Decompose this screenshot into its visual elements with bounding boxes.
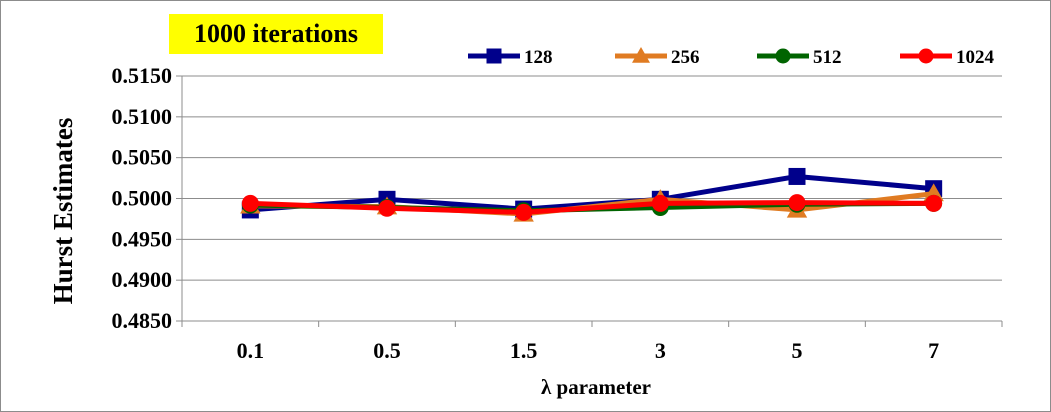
tick-labels: 0.48500.49000.49500.50000.50500.51000.51… xyxy=(112,63,940,363)
x-tick-label: 3 xyxy=(655,338,666,363)
gridlines xyxy=(182,75,1002,281)
data-point xyxy=(925,194,943,212)
y-tick-label: 0.5100 xyxy=(112,104,173,129)
legend-marker xyxy=(918,48,934,64)
chart-annotation: 1000 iterations xyxy=(169,14,383,54)
legend-label: 1024 xyxy=(956,47,995,68)
legend-label: 128 xyxy=(524,47,553,68)
series-1024 xyxy=(241,194,943,221)
y-tick-label: 0.4950 xyxy=(112,226,173,251)
data-point xyxy=(515,203,533,221)
data-point xyxy=(241,194,259,212)
legend-item-512: 512 xyxy=(757,47,842,68)
y-tick-label: 0.4850 xyxy=(112,308,173,333)
data-point xyxy=(378,199,396,217)
x-axis-title: λ parameter xyxy=(541,375,651,399)
y-tick-label: 0.5000 xyxy=(112,186,173,211)
legend-item-1024: 1024 xyxy=(900,47,995,68)
legend: 128 256 512 1024 xyxy=(468,47,995,68)
data-point xyxy=(651,194,669,212)
y-tick-label: 0.5050 xyxy=(112,145,173,170)
x-tick-label: 7 xyxy=(928,338,939,363)
x-tick-label: 1.5 xyxy=(510,338,538,363)
series-line xyxy=(250,200,934,215)
data-point xyxy=(788,194,806,212)
y-tick-label: 0.5150 xyxy=(112,63,173,88)
legend-item-256: 256 xyxy=(615,47,700,68)
legend-marker xyxy=(775,48,791,64)
x-tick-label: 0.5 xyxy=(373,338,401,363)
legend-label: 256 xyxy=(671,47,700,68)
legend-marker xyxy=(632,47,650,63)
y-axis-title: Hurst Estimates xyxy=(48,118,78,305)
legend-item-128: 128 xyxy=(468,47,553,68)
series-lines xyxy=(240,167,944,222)
x-tick-label: 5 xyxy=(792,338,803,363)
legend-marker xyxy=(486,48,502,64)
legend-label: 512 xyxy=(813,47,842,68)
y-tick-label: 0.4900 xyxy=(112,267,173,292)
axes xyxy=(176,75,1003,327)
data-point xyxy=(788,167,806,185)
x-tick-label: 0.1 xyxy=(237,338,265,363)
